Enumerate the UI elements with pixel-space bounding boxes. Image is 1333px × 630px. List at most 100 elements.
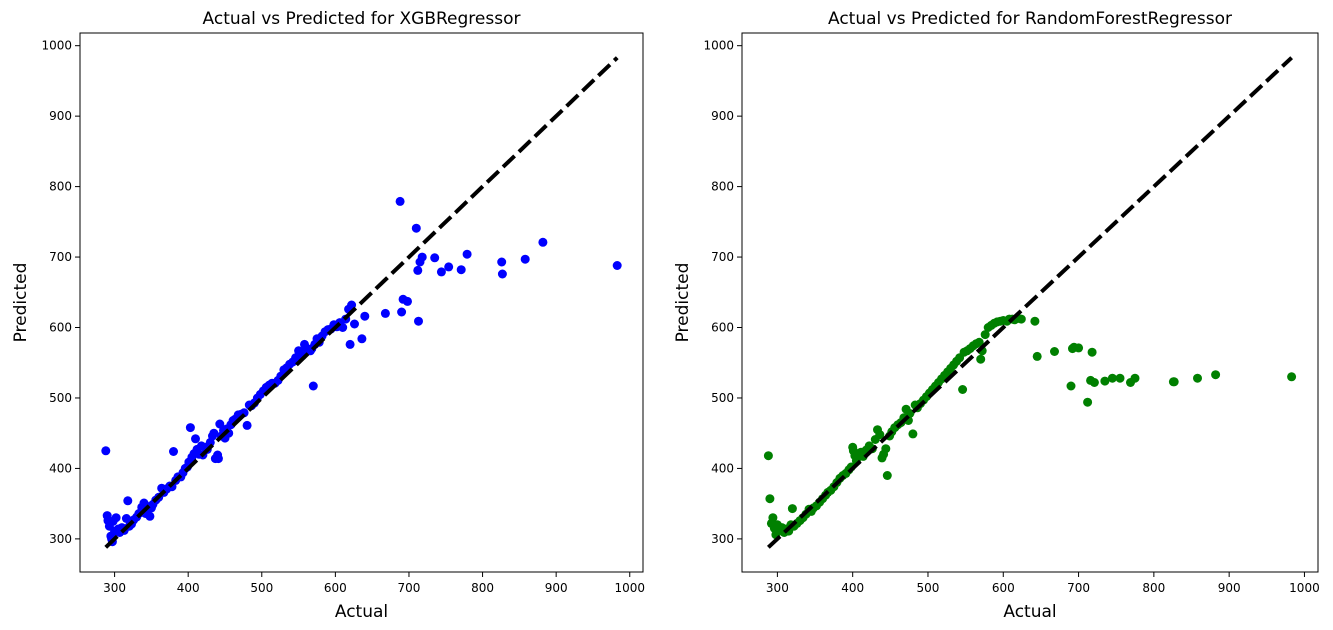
rf-chart-title: Actual vs Predicted for RandomForestRegr… [828,9,1232,29]
rf-point-120 [1287,372,1297,382]
rf-x-ticks: 300 400 500 600 700 800 900 1000 [766,572,1320,595]
xgb-point-134 [520,254,530,264]
rf-points [763,313,1297,540]
rf-chart: Actual vs Predicted for RandomForestRegr… [673,9,1320,622]
rf-point-110 [1089,378,1099,387]
rf-reference-dashed-line [766,56,1294,549]
xgb-point-130 [456,265,466,275]
rf-point-13 [787,504,797,514]
xgb-point-46 [191,434,200,444]
xgb-point-131 [462,249,472,259]
xgb-point-122 [411,223,421,233]
xgb-point-9 [111,513,121,523]
xgb-x-tick-label-600: 600 [324,581,347,595]
xgb-point-121 [403,296,412,306]
xgb-y-tick-label-300: 300 [49,532,72,546]
xgb-point-116 [360,311,370,321]
xgb-y-axis-label: Predicted [11,263,31,343]
xgb-point-55 [209,428,219,438]
rf-point-102 [1050,347,1059,356]
xgb-point-126 [417,252,427,262]
rf-y-tick-label-1000: 1000 [703,39,734,53]
xgb-point-119 [397,307,407,317]
xgb-point-129 [444,262,454,272]
xgb-point-71 [242,420,252,430]
rf-point-78 [958,385,968,394]
xgb-point-133 [497,269,507,279]
rf-y-tick-label-500: 500 [711,391,734,405]
xgb-point-35 [169,447,178,456]
rf-x-tick-label-800: 800 [1142,581,1165,595]
rf-point-111 [1100,376,1110,386]
rf-point-117 [1169,377,1179,387]
xgb-point-115 [357,334,367,344]
rf-x-tick-label-900: 900 [1218,581,1241,595]
xgb-point-118 [395,196,405,206]
rf-point-50 [881,444,891,454]
rf-point-106 [1074,343,1084,353]
xgb-chart-title: Actual vs Predicted for XGBRegressor [203,9,521,29]
xgb-point-112 [345,339,355,349]
rf-point-103 [1066,381,1076,391]
rf-point-85 [976,354,986,364]
rf-point-113 [1115,373,1125,383]
xgb-point-0 [101,446,111,456]
rf-y-tick-label-800: 800 [711,180,734,194]
rf-point-87 [980,330,990,340]
xgb-point-135 [538,237,548,247]
xgb-plot-frame [79,32,644,573]
xgb-y-tick-label-500: 500 [49,391,72,405]
rf-point-47 [875,430,885,440]
xgb-chart: Actual vs Predicted for XGBRegressor Act… [11,9,645,622]
xgb-point-114 [350,319,359,329]
rf-point-107 [1083,397,1093,407]
rf-point-100 [1030,316,1040,326]
xgb-point-15 [123,496,133,506]
xgb-point-136 [612,261,622,270]
xgb-reference-dashed-line [104,56,619,549]
rf-x-tick-label-700: 700 [1067,581,1090,595]
xgb-x-tick-label-1000: 1000 [614,581,645,595]
rf-point-61 [908,429,918,439]
rf-x-tick-label-300: 300 [766,581,789,595]
xgb-y-ticks: 300 400 500 600 700 800 900 1000 [41,39,80,546]
rf-point-51 [882,471,892,480]
rf-point-1 [765,494,775,504]
xgb-point-25 [145,511,155,521]
rf-x-tick-label-1000: 1000 [1289,581,1320,595]
rf-x-tick-label-400: 400 [841,581,864,595]
xgb-x-ticks: 300 400 500 600 700 800 900 1000 [103,572,645,595]
rf-x-axis-label: Actual [1003,602,1056,622]
rf-y-tick-label-900: 900 [711,109,734,123]
rf-point-0 [763,451,773,461]
xgb-y-tick-label-700: 700 [49,250,72,264]
xgb-x-tick-label-800: 800 [471,581,494,595]
rf-point-112 [1107,373,1117,383]
rf-point-115 [1130,373,1140,383]
rf-point-3 [768,513,778,523]
xgb-x-tick-label-900: 900 [545,581,568,595]
xgb-points [101,196,622,547]
rf-y-tick-label-600: 600 [711,321,734,335]
xgb-x-tick-label-400: 400 [177,581,200,595]
rf-point-99 [1016,314,1026,324]
xgb-reference-line [104,56,619,549]
rf-y-tick-label-400: 400 [711,461,734,475]
xgb-y-tick-label-600: 600 [49,321,72,335]
xgb-x-tick-label-300: 300 [103,581,126,595]
xgb-x-tick-label-700: 700 [398,581,421,595]
xgb-point-117 [380,308,390,318]
rf-y-tick-label-300: 300 [711,532,734,546]
xgb-y-tick-label-900: 900 [49,109,72,123]
rf-point-119 [1211,370,1221,380]
xgb-y-tick-label-400: 400 [49,461,72,475]
xgb-point-43 [185,423,195,433]
xgb-y-tick-label-1000: 1000 [41,39,72,53]
rf-x-tick-label-500: 500 [917,581,940,595]
rf-point-84 [974,337,984,347]
rf-point-118 [1193,373,1202,383]
xgb-point-123 [413,265,423,275]
xgb-x-tick-label-500: 500 [250,581,273,595]
xgb-point-98 [308,381,318,391]
